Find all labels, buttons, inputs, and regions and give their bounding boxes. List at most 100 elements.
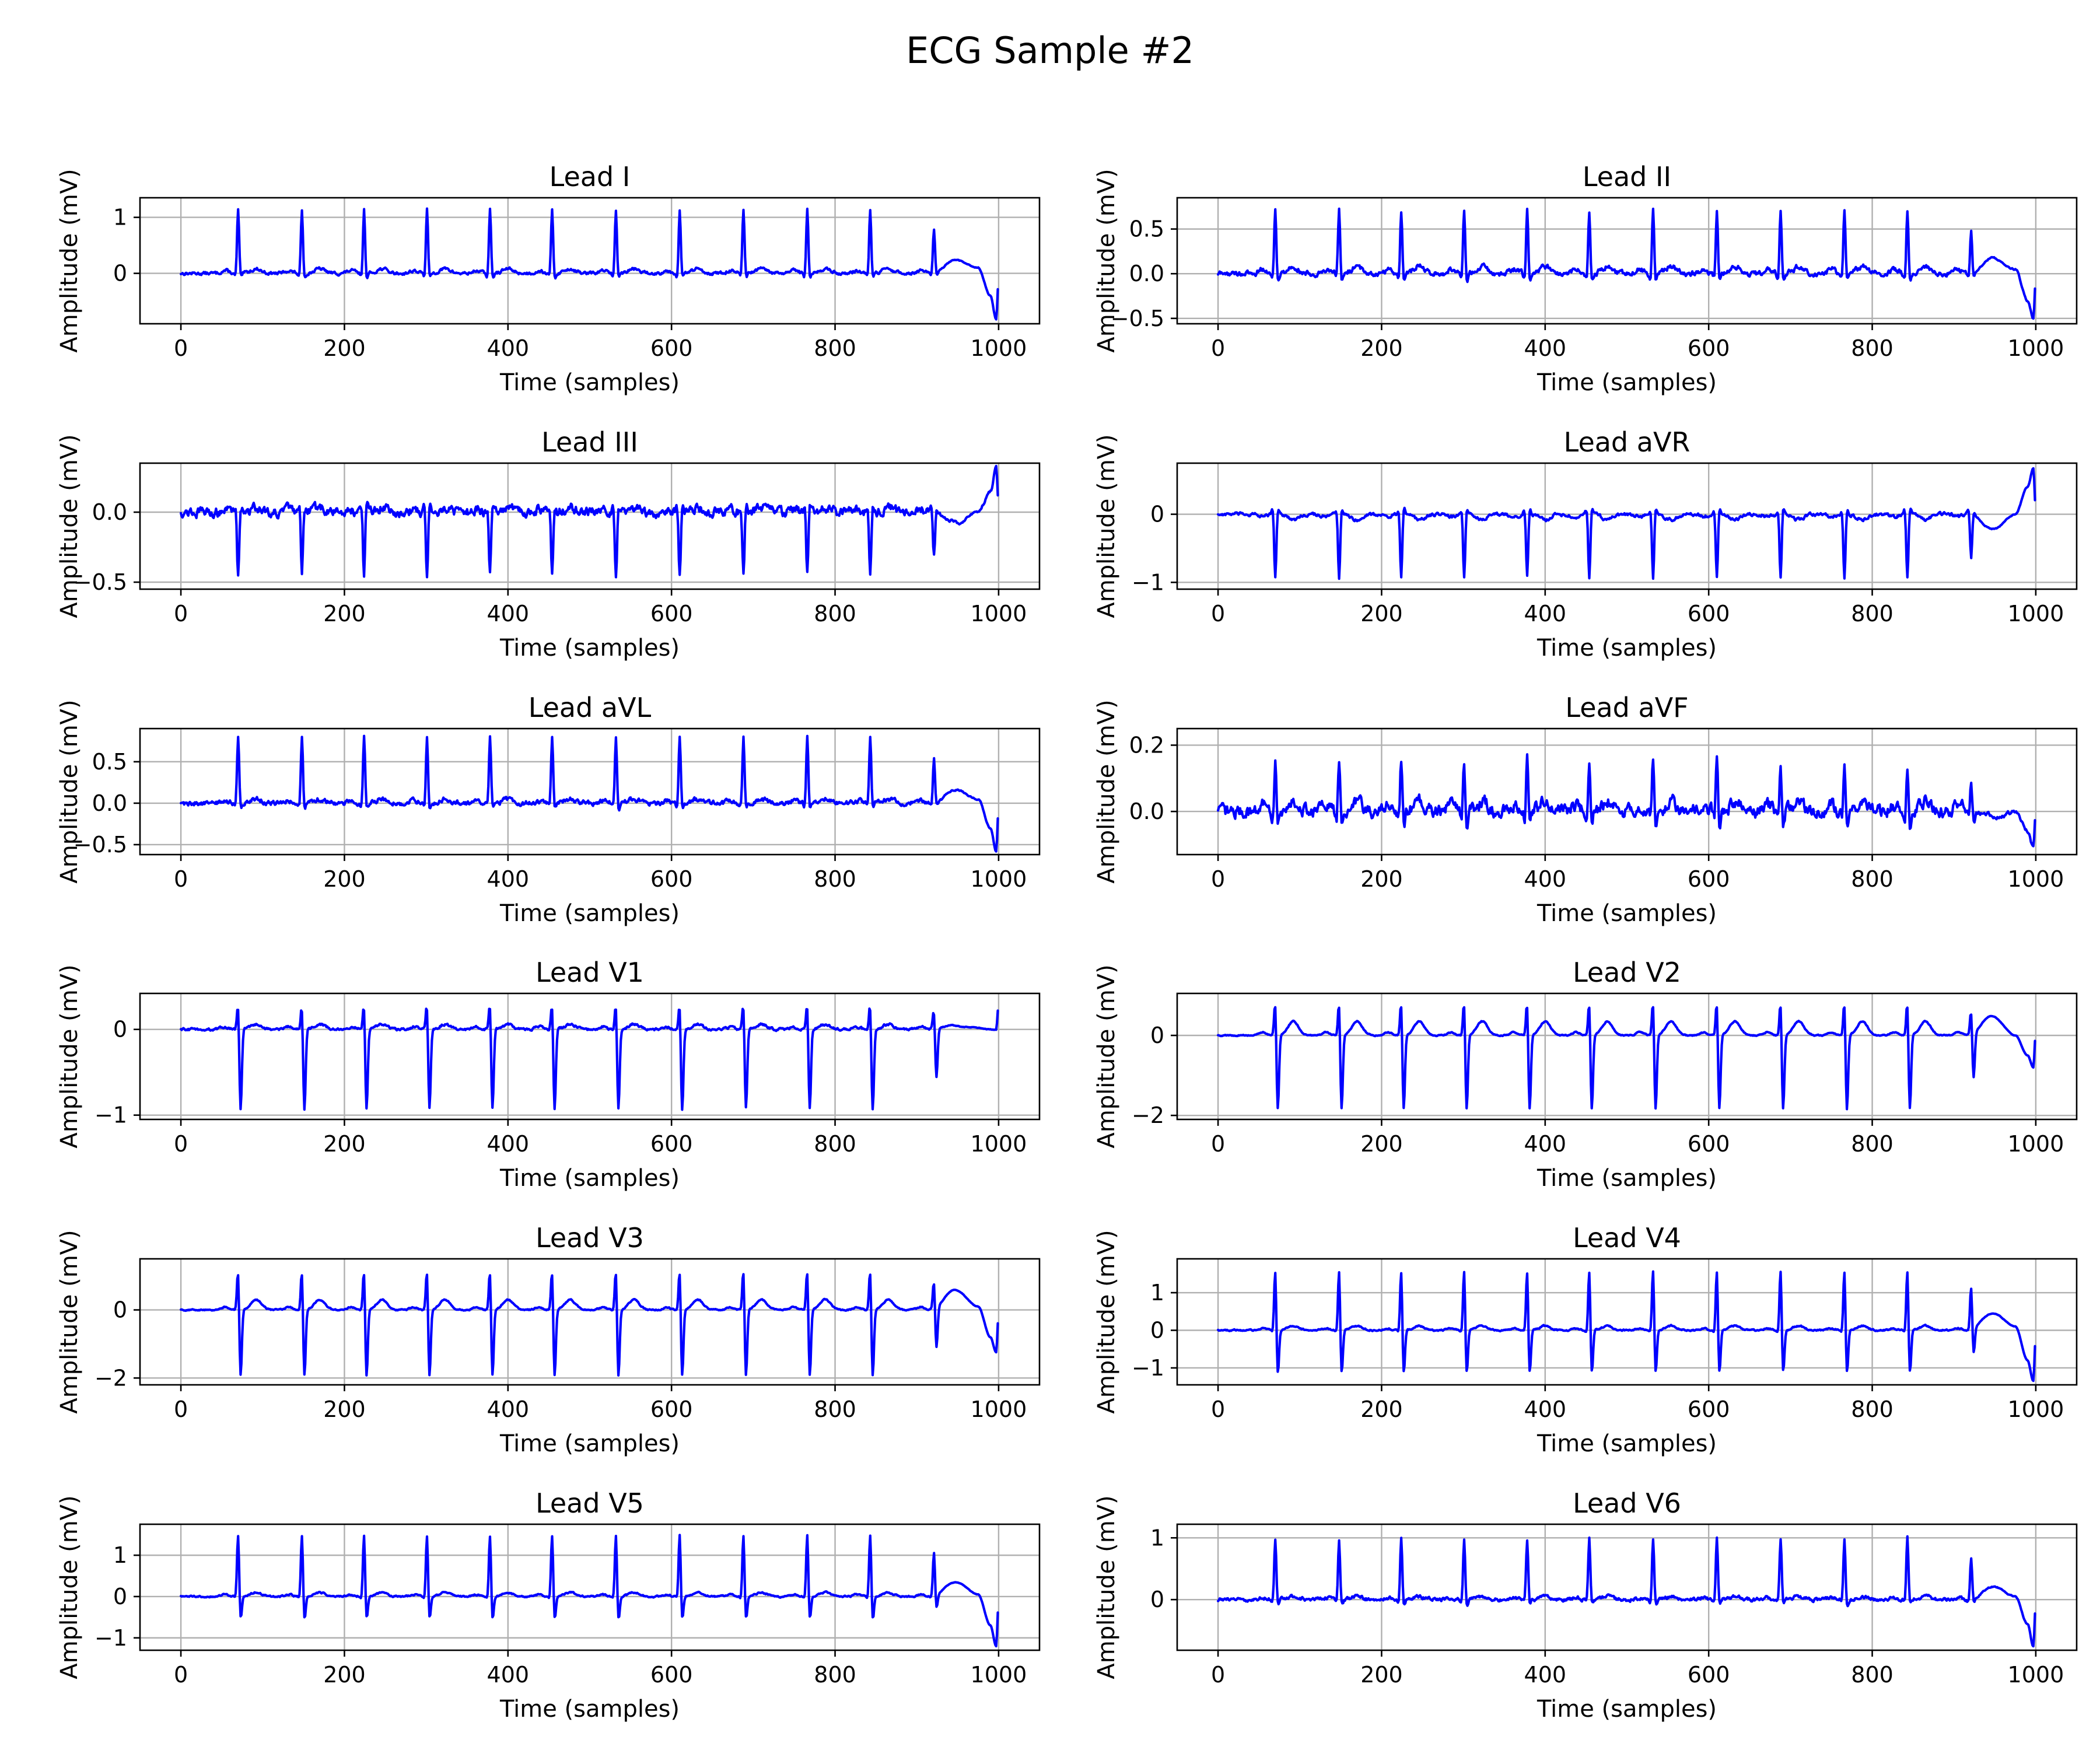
lead-avl-xtick-label: 600 <box>650 866 693 892</box>
lead-i-xtick-label: 0 <box>174 335 188 361</box>
lead-v6-ytick-label: 0 <box>1150 1587 1164 1612</box>
lead-v3-xtick-label: 1000 <box>971 1396 1027 1422</box>
lead-v2-xlabel: Time (samples) <box>1536 1165 1717 1192</box>
lead-v6-ylabel: Amplitude (mV) <box>1093 1495 1120 1679</box>
lead-v6-ytick-label: 1 <box>1150 1525 1164 1550</box>
lead-avf-ylabel: Amplitude (mV) <box>1093 699 1120 883</box>
lead-v6-xtick-label: 600 <box>1688 1662 1730 1688</box>
lead-v3-title: Lead V3 <box>536 1222 644 1254</box>
lead-v3-panel: 0 200 400 600 800 1000 −2 0 Lead V3 Time (samples… <box>56 1222 1041 1457</box>
lead-avf-xtick-label: 800 <box>1851 866 1894 892</box>
lead-avr-xlabel: Time (samples) <box>1536 635 1717 662</box>
lead-v5-xtick-label: 400 <box>487 1662 530 1688</box>
lead-avl-ytick-label: −0.5 <box>74 832 127 858</box>
lead-v1-xlabel: Time (samples) <box>499 1165 680 1192</box>
lead-v5-panel: 0 200 400 600 800 1000 −1 0 1 Lead V5 Time (sample… <box>56 1488 1041 1723</box>
lead-v4-xtick-label: 1000 <box>2008 1396 2064 1422</box>
lead-avf-ytick-label: 0.2 <box>1129 732 1164 758</box>
lead-avl-xtick-label: 800 <box>814 866 856 892</box>
lead-ii-grid <box>1177 198 2077 324</box>
lead-i-ytick-label: 0 <box>113 261 127 286</box>
lead-v2-trace <box>1217 1006 2036 1111</box>
lead-ii-panel: 0 200 400 600 800 1000 −0.5 0.0 0.5 Lead II Time (… <box>1093 161 2078 396</box>
lead-avf-ytick-label: 0.0 <box>1129 799 1164 824</box>
lead-avf-xtick-label: 200 <box>1360 866 1403 892</box>
lead-ii-xtick-label: 0 <box>1211 335 1225 361</box>
lead-v5-title: Lead V5 <box>536 1488 644 1519</box>
lead-iii-title: Lead III <box>541 426 638 458</box>
lead-v2-xtick-label: 400 <box>1524 1131 1567 1157</box>
lead-v5-ytick-label: 1 <box>113 1542 127 1568</box>
lead-iii-axes-frame <box>139 462 1041 590</box>
lead-i-xtick-label: 200 <box>323 335 366 361</box>
lead-v4-xtick-label: 200 <box>1360 1396 1403 1422</box>
lead-ii-axes-frame <box>1176 197 2078 325</box>
lead-v3-xtick-label: 400 <box>487 1396 530 1422</box>
lead-ii-trace <box>1217 207 2036 320</box>
lead-v2-grid <box>1177 993 2077 1119</box>
lead-v6-xtick-label: 1000 <box>2008 1662 2064 1688</box>
lead-avr-xtick-label: 0 <box>1211 601 1225 626</box>
lead-avf-xtick-label: 600 <box>1688 866 1730 892</box>
lead-v6-panel: 0 200 400 600 800 1000 0 1 Lead V6 Time (samples)… <box>1093 1488 2078 1723</box>
lead-avr-trace <box>1217 467 2036 580</box>
lead-iii-grid <box>140 463 1040 589</box>
lead-v3-xtick-label: 600 <box>650 1396 693 1422</box>
lead-v5-axes-frame <box>139 1523 1041 1651</box>
lead-v3-trace <box>180 1273 999 1377</box>
lead-v5-ylabel: Amplitude (mV) <box>56 1495 83 1679</box>
lead-avl-trace <box>180 734 999 853</box>
lead-i-panel: 0 200 400 600 800 1000 0 1 Lead I Time (samples) A… <box>56 161 1041 396</box>
lead-avr-title: Lead aVR <box>1564 426 1690 458</box>
lead-avr-ylabel: Amplitude (mV) <box>1093 434 1120 618</box>
lead-avl-title: Lead aVL <box>528 692 652 723</box>
lead-avr-axes-frame <box>1176 462 2078 590</box>
lead-v1-trace <box>180 1007 999 1111</box>
lead-ii-ytick-label: 0.5 <box>1129 216 1164 242</box>
lead-v3-axes-frame <box>139 1258 1041 1386</box>
lead-avr-grid <box>1177 463 2077 589</box>
lead-ii-xtick-label: 600 <box>1688 335 1730 361</box>
lead-v3-xlabel: Time (samples) <box>499 1430 680 1457</box>
lead-avr-xtick-label: 400 <box>1524 601 1567 626</box>
lead-v2-xtick-label: 1000 <box>2008 1131 2064 1157</box>
lead-iii-xtick-label: 400 <box>487 601 530 626</box>
lead-avl-ytick-label: 0.5 <box>92 749 127 775</box>
lead-avl-axes-frame <box>139 727 1041 856</box>
lead-v6-trace <box>1217 1535 2036 1648</box>
lead-avf-panel: 0 200 400 600 800 1000 0.0 0.2 Lead aVF Time (sam… <box>1093 692 2078 927</box>
lead-v4-ylabel: Amplitude (mV) <box>1093 1230 1120 1413</box>
lead-avl-panel: 0 200 400 600 800 1000 −0.5 0.0 0.5 Lead aVL Time … <box>56 692 1041 927</box>
lead-v1-xtick-label: 200 <box>323 1131 366 1157</box>
lead-v1-xtick-label: 400 <box>487 1131 530 1157</box>
lead-i-xtick-label: 1000 <box>971 335 1027 361</box>
lead-v5-xtick-label: 600 <box>650 1662 693 1688</box>
lead-i-trace <box>180 207 999 321</box>
lead-v2-xtick-label: 800 <box>1851 1131 1894 1157</box>
lead-avf-axes-frame <box>1176 727 2078 856</box>
lead-v1-ytick-label: −1 <box>94 1102 127 1128</box>
lead-v6-xtick-label: 200 <box>1360 1662 1403 1688</box>
lead-avl-xlabel: Time (samples) <box>499 900 680 927</box>
lead-v5-ytick-label: −1 <box>94 1625 127 1651</box>
lead-avr-xtick-label: 800 <box>1851 601 1894 626</box>
lead-i-xtick-label: 800 <box>814 335 856 361</box>
lead-avl-ylabel: Amplitude (mV) <box>56 699 83 883</box>
lead-v3-xtick-label: 800 <box>814 1396 856 1422</box>
lead-i-grid <box>140 198 1040 324</box>
lead-ii-xtick-label: 200 <box>1360 335 1403 361</box>
lead-v2-ylabel: Amplitude (mV) <box>1093 964 1120 1148</box>
lead-avr-ytick-label: −1 <box>1132 569 1164 595</box>
lead-ii-ytick-label: 0.0 <box>1129 261 1164 286</box>
lead-v1-xtick-label: 1000 <box>971 1131 1027 1157</box>
lead-v2-xtick-label: 0 <box>1211 1131 1225 1157</box>
lead-ii-xtick-label: 1000 <box>2008 335 2064 361</box>
lead-v5-xtick-label: 200 <box>323 1662 366 1688</box>
lead-avl-xtick-label: 400 <box>487 866 530 892</box>
lead-i-ylabel: Amplitude (mV) <box>56 169 83 352</box>
lead-avf-grid <box>1177 729 2077 855</box>
lead-v1-panel: 0 200 400 600 800 1000 −1 0 Lead V1 Time (samples… <box>56 957 1041 1192</box>
lead-v3-xtick-label: 200 <box>323 1396 366 1422</box>
lead-v4-trace <box>1217 1270 2036 1382</box>
